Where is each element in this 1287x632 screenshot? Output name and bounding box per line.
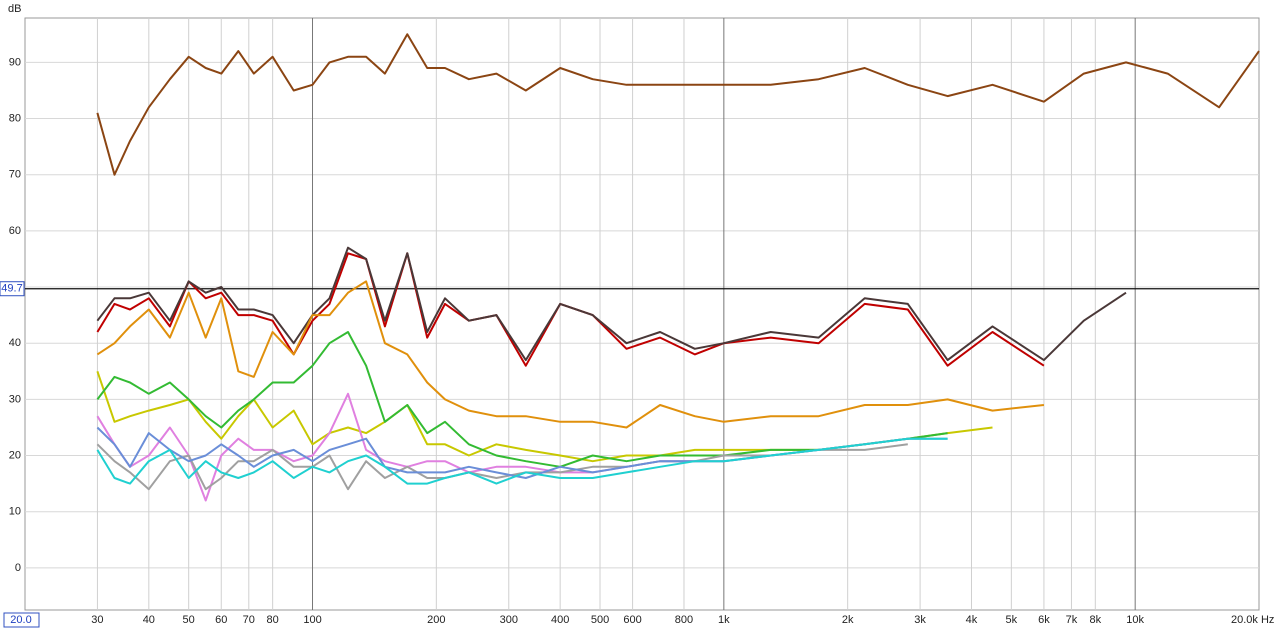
cursor-label: 49.7 [1,283,22,295]
y-tick-label: 40 [9,337,21,349]
x-tick-label: 3k [914,614,926,626]
y-tick-label: 80 [9,112,21,124]
x-tick-label: 60 [215,614,227,626]
series-line [96,246,1127,362]
x-tick-label: 200 [427,614,445,626]
x-tick-label: 20.0 [10,614,31,626]
y-tick-label: 0 [15,562,21,574]
x-tick-label: 4k [966,614,978,626]
series-line [96,331,948,468]
y-tick-label: 90 [9,56,21,68]
y-tick-label: 70 [9,169,21,181]
cursor-label-box [0,281,25,297]
y-tick-label: 10 [9,506,21,518]
x-tick-label: 10k [1126,614,1144,626]
series-line [96,280,1045,429]
y-unit: dB [8,3,21,15]
x-tick-label: 30 [91,614,103,626]
x-tick-label: 5k [1006,614,1018,626]
y-tick-label: 30 [9,393,21,405]
x-tick-label: 6k [1038,614,1050,626]
x-tick-label: 40 [143,614,155,626]
x-tick-label: 500 [591,614,609,626]
x-tick-label: 7k [1066,614,1078,626]
x-tick-label: 80 [267,614,279,626]
y-tick-label: 20 [9,449,21,461]
x-tick-label: 100 [303,614,321,626]
series-line [96,437,948,485]
y-tick-label: 60 [9,225,21,237]
x-tick-label: 300 [500,614,518,626]
x-tick-label: 600 [623,614,641,626]
x-tick-label: 20.0k Hz [1231,614,1274,626]
x-tick-label: 8k [1090,614,1102,626]
x-tick-label: 70 [243,614,255,626]
x-tick-label: 400 [551,614,569,626]
x-tick-label: 50 [183,614,195,626]
x-tick-label: 2k [842,614,854,626]
x-tick-label: 1k [718,614,730,626]
x-start-box [3,612,40,628]
plot-area [24,17,1260,611]
x-tick-label: 800 [675,614,693,626]
series-line [96,33,1260,176]
